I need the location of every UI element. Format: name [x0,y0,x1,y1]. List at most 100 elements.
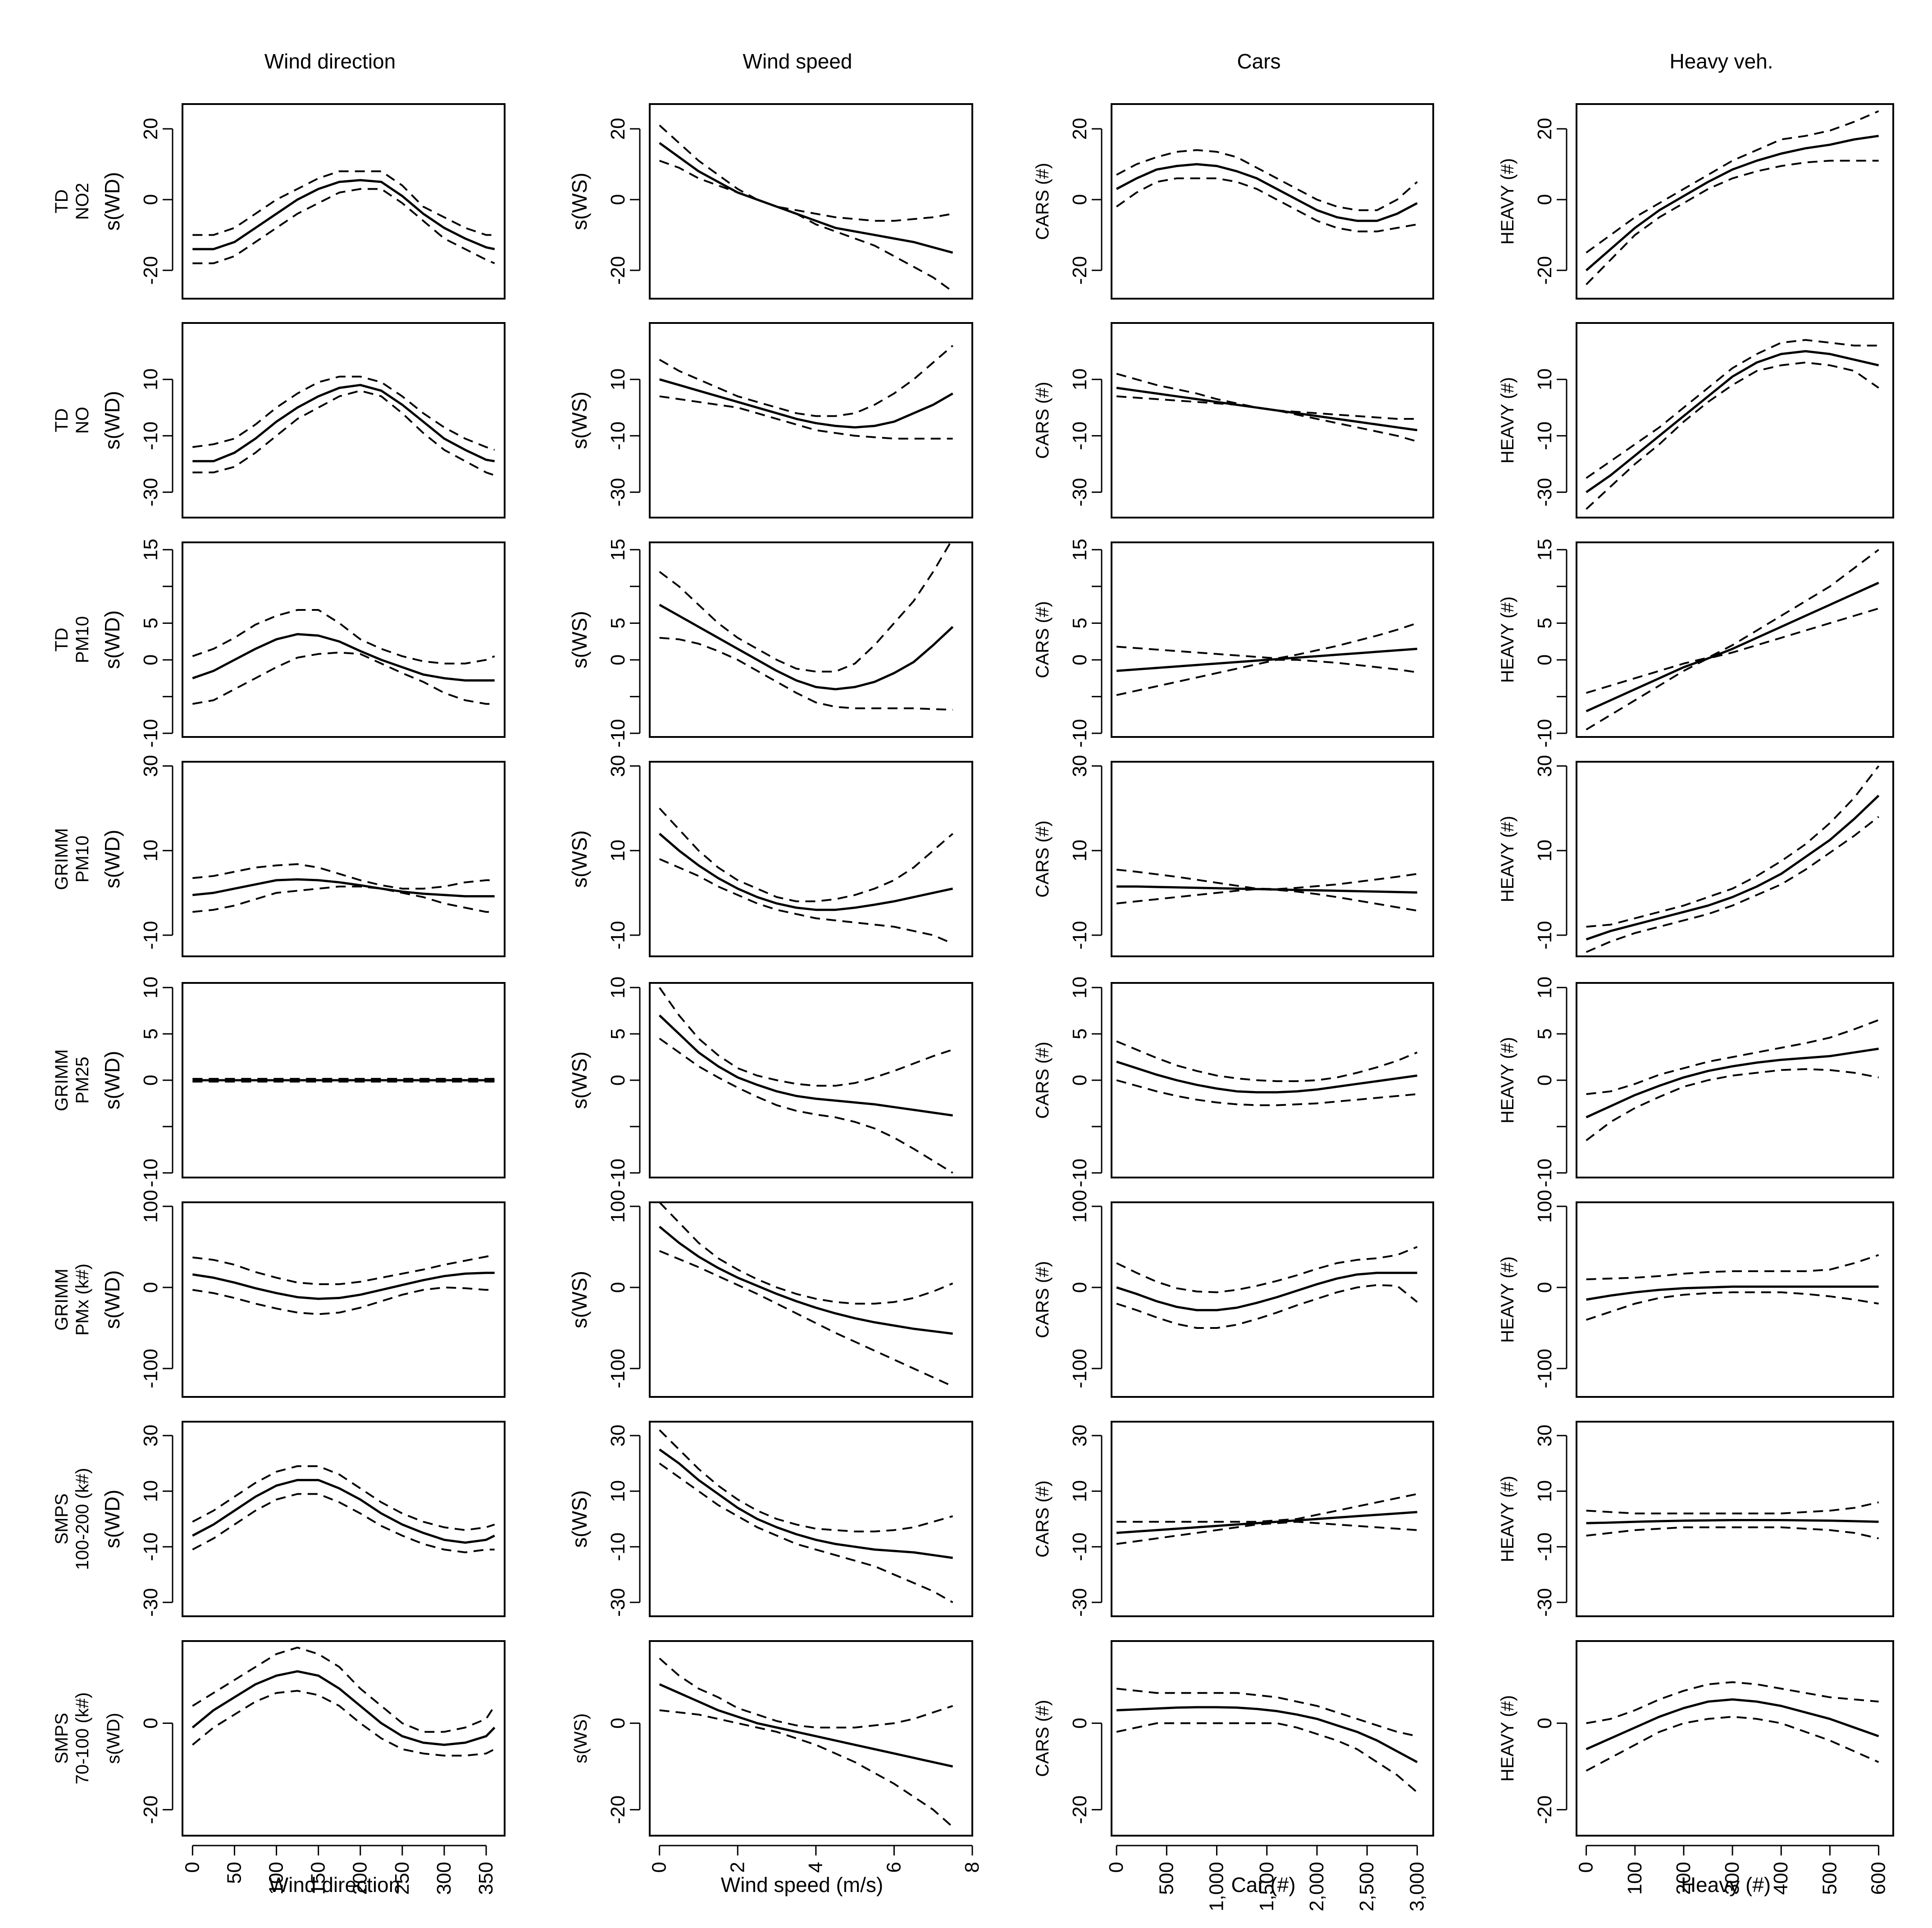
lower-ci-line [192,886,495,913]
row-label: GRIMMPMx (k#) [52,1264,92,1336]
panel-frame [182,1421,506,1617]
y-axis-label: s(WD) [100,1270,124,1329]
smooth-fit-line [1585,135,1879,272]
y-tick-label: -10 [607,1159,629,1187]
upper-ci-line [192,1646,496,1733]
y-tick-label: -20 [1069,256,1091,285]
y-tick-label: -10 [607,422,629,450]
upper-ci-line [192,1465,495,1531]
panel-frame [1576,1201,1894,1398]
y-tick-label: -10 [140,422,162,450]
y-axis-label: s(WD) [100,391,124,450]
y-axis-label: s(WS) [568,173,591,230]
y-tick-label: -20 [607,256,629,285]
y-tick-label: -10 [607,719,629,748]
y-tick-label: -10 [1534,1159,1556,1187]
y-tick-label: 10 [607,840,629,862]
lower-ci-line [1116,395,1417,442]
row-label: GRIMMPM25 [52,1049,92,1111]
x-tick-label: 100 [265,1862,287,1895]
y-axis-label: HEAVY (#) [1498,1037,1517,1123]
y-axis-label: s(WD) [100,1490,124,1548]
x-tick-label: 8 [961,1862,983,1873]
row-label: TDPM10 [52,616,92,664]
row-label-line: PM25 [73,1057,92,1104]
x-axis-label: Car (#) [1231,1873,1295,1896]
panel: -100 0 100 CARS (#) [1033,1190,1434,1398]
panel-frame [1576,322,1894,518]
y-tick-label: 10 [140,1480,162,1502]
y-tick-label: 10 [1534,1480,1556,1502]
y-axis-label: s(WD) [100,1051,124,1110]
upper-ci-line [1116,1246,1418,1293]
y-tick-label: -10 [140,921,162,950]
y-tick-label: 5 [1069,618,1091,628]
lower-ci-line [1586,1526,1879,1540]
y-tick-label: 5 [140,1028,162,1039]
panel: -30 -10 10 30 s(WS) [568,1421,973,1617]
panel: -20 0 20 s(WD) [100,103,506,300]
upper-ci-line [1116,1687,1417,1737]
y-tick-label: -10 [1534,422,1556,450]
y-axis-label: CARS (#) [1033,820,1053,897]
y-tick-label: -10 [1069,422,1091,450]
row-label: TDNO2 [52,183,92,220]
y-tick-label: -20 [1534,1796,1556,1824]
x-tick-label: 2 [726,1862,748,1873]
x-tick-label: 350 [475,1862,497,1895]
y-axis-label: HEAVY (#) [1498,816,1517,902]
upper-ci-line [1586,1501,1879,1514]
y-tick-label: 0 [1534,1718,1556,1728]
y-tick-label: 15 [140,539,162,561]
y-tick-label: 20 [607,118,629,140]
y-axis-label: s(WS) [568,611,591,668]
y-tick-label: 10 [1069,840,1091,862]
x-tick-label: 150 [307,1862,329,1895]
y-tick-label: 0 [607,1075,629,1086]
y-tick-label: 10 [607,977,629,999]
panel-frame [1111,761,1434,957]
y-tick-label: -10 [1534,921,1556,950]
row-label-line: NO [73,407,92,434]
smooth-fit-line [1116,387,1417,432]
row-label-line: 70-100 (k#) [73,1692,92,1785]
y-tick-label: 30 [1069,1424,1091,1446]
panel: -30 -10 10 HEAVY (#) [1498,322,1894,518]
lower-ci-line [1586,1291,1879,1321]
panel: -30 -10 10 30 CARS (#) [1033,1421,1434,1617]
panel-frame [1576,761,1894,957]
upper-ci-line [659,1202,953,1305]
row-label: SMPS70-100 (k#) [52,1692,92,1785]
y-tick-label: -10 [140,1159,162,1187]
upper-ci-line [659,1429,953,1532]
y-axis-label: HEAVY (#) [1498,596,1517,683]
panel: -10 0 5 15 s(WD) [100,539,506,748]
smooth-fit-line [192,384,495,463]
x-tick-label: 100 [1624,1862,1646,1895]
y-axis-label: CARS (#) [1033,163,1053,240]
smooth-fit-line [659,1448,953,1559]
lower-ci-line [659,395,953,440]
x-tick-label: 500 [1818,1862,1841,1895]
y-tick-label: -20 [140,1796,162,1824]
panel: -30 -10 10 s(WS) [568,322,973,518]
x-tick-label: 400 [1770,1862,1792,1895]
y-tick-label: -20 [1069,1796,1091,1824]
x-tick-label: 6 [883,1862,905,1873]
row-label-line: TD [52,189,72,213]
row-label-line: PM10 [73,616,92,664]
panel-frame [649,541,973,738]
x-tick-label: 4 [805,1862,827,1873]
y-axis-label: s(WD) [100,830,124,888]
lower-ci-line [1586,1716,1879,1772]
panel: -10 0 5 10 HEAVY (#) [1498,977,1894,1187]
x-tick-label: 0 [1105,1862,1127,1873]
y-axis-label: CARS (#) [1033,601,1053,678]
y-axis-label: CARS (#) [1033,1041,1053,1119]
x-axis: 0 500 1,000 1,500 2,000 2,500 3,000 Car (#) [1105,1845,1428,1911]
x-axis-label: Wind direction [269,1873,400,1896]
smooth-fit-line [1586,1698,1879,1751]
y-tick-label: 0 [140,1075,162,1086]
upper-ci-line [192,376,495,451]
